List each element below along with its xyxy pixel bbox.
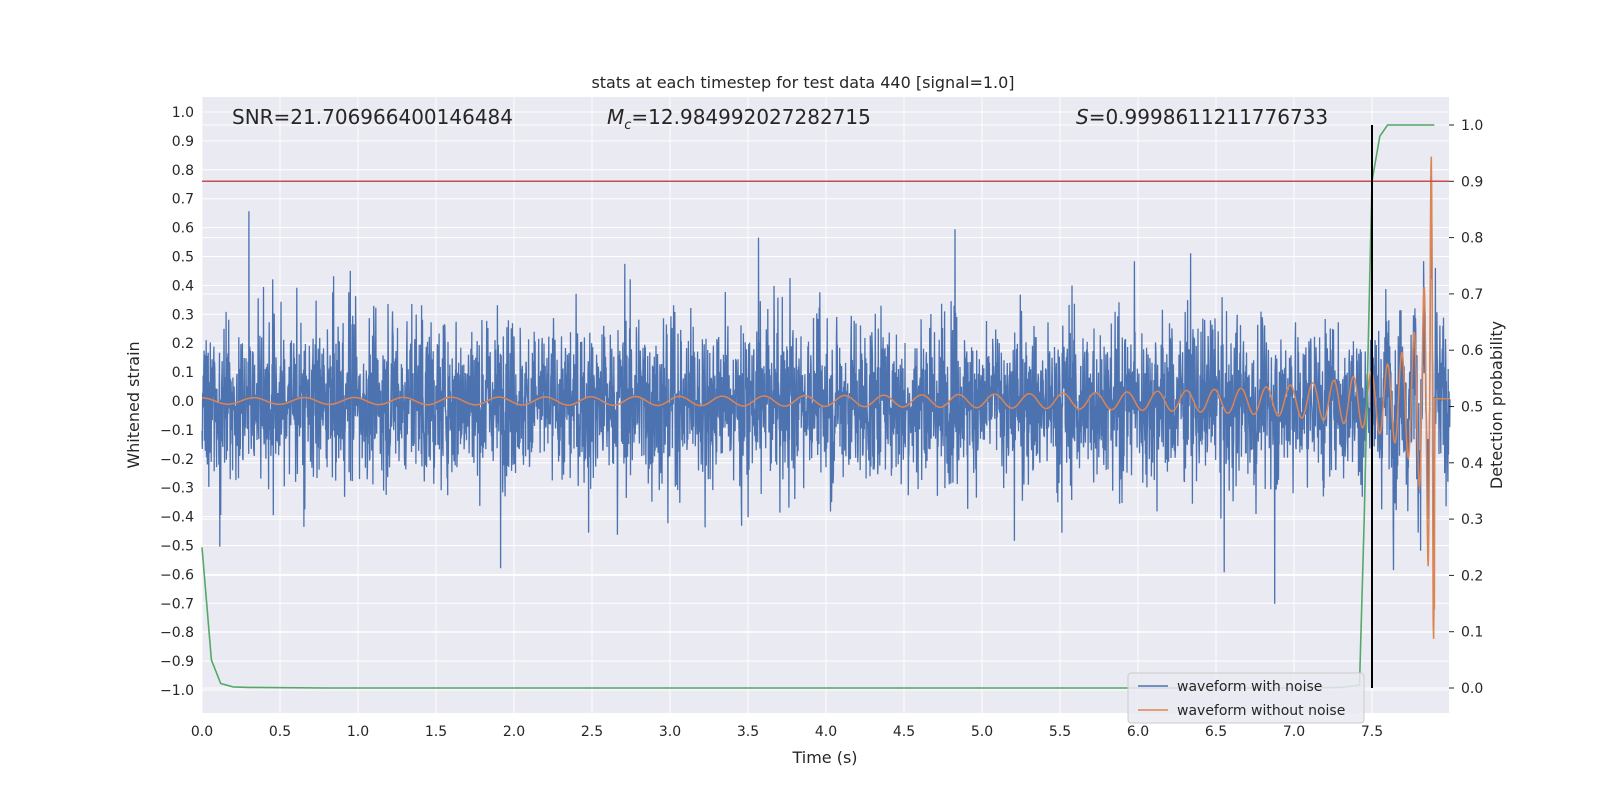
s-value: =0.9998611211776733 [1089, 105, 1328, 129]
y2-tick-label: 0.4 [1461, 456, 1483, 472]
y-tick-label: −0.9 [160, 654, 194, 670]
mc-symbol: M [607, 105, 624, 129]
y-tick-label: 0.9 [172, 134, 194, 150]
s-annotation: S=0.9998611211776733 [1076, 105, 1328, 129]
y-axis-ticks: 1.0 0.9 0.8 0.7 0.6 0.5 0.4 0.3 0.2 0.1 0.0 −0.1 −0.… [160, 105, 194, 699]
legend-box [1127, 672, 1365, 724]
legend-label-noise: waveform with noise [1177, 679, 1322, 695]
y-tick-label: −1.0 [160, 683, 194, 699]
x-tick-label: 7.0 [1283, 724, 1305, 740]
x-tick-label: 0.0 [191, 724, 213, 740]
legend-label-clean: waveform without noise [1177, 703, 1345, 719]
x-tick-label: 3.0 [659, 724, 681, 740]
x-tick-label: 6.5 [1205, 724, 1227, 740]
x-tick-label: 7.5 [1361, 724, 1383, 740]
noise-trace [201, 175, 1451, 604]
y2-tick-label: 0.1 [1461, 625, 1483, 641]
y-tick-label: −0.2 [160, 452, 194, 468]
y-tick-label: 0.2 [172, 336, 194, 352]
waveform-without-noise-line [202, 156, 1450, 639]
y2-axis-label: Detection probability [1487, 321, 1506, 489]
y2-tick-label: 0.6 [1461, 343, 1483, 359]
x-tick-label: 0.5 [269, 724, 291, 740]
y-tick-label: 0.4 [172, 278, 194, 294]
y-tick-label: −0.5 [160, 539, 194, 555]
y-tick-label: 1.0 [172, 105, 194, 121]
legend: waveform with noise waveform without noi… [1127, 672, 1365, 724]
s-symbol: S [1076, 105, 1089, 129]
y2-axis-ticks: 1.0 0.9 0.8 0.7 0.6 0.5 0.4 0.3 0.2 0.1 0.0 [1449, 118, 1483, 697]
x-axis-ticks: 0.0 0.5 1.0 1.5 2.0 2.5 3.0 3.5 4.0 4.5 5.0 5.5 6.0 6… [191, 724, 1383, 740]
x-tick-label: 5.5 [1049, 724, 1071, 740]
y-tick-label: 0.6 [172, 221, 194, 237]
y-tick-label: −0.1 [160, 423, 194, 439]
x-tick-label: 1.0 [347, 724, 369, 740]
chirp-trace [202, 156, 1450, 639]
y-tick-label: −0.4 [160, 510, 194, 526]
x-tick-label: 4.5 [893, 724, 915, 740]
y2-tick-label: 1.0 [1461, 118, 1483, 134]
y2-tick-label: 0.9 [1461, 174, 1483, 190]
y2-tick-label: 0.5 [1461, 400, 1483, 416]
y-axis-label: Whitened strain [124, 341, 143, 468]
y2-tick-label: 0.7 [1461, 287, 1483, 303]
y-tick-label: −0.3 [160, 481, 194, 497]
mc-subscript: c [624, 118, 631, 133]
x-tick-label: 3.5 [737, 724, 759, 740]
y-tick-label: 0.8 [172, 163, 194, 179]
x-tick-label: 4.0 [815, 724, 837, 740]
y-tick-label: 0.1 [172, 365, 194, 381]
y-tick-label: 0.7 [172, 192, 194, 208]
x-tick-label: 1.5 [425, 724, 447, 740]
mc-value: =12.984992027282715 [631, 105, 870, 129]
snr-annotation: SNR=21.706966400146484 [232, 105, 513, 129]
chart-title: stats at each timestep for test data 440… [591, 73, 1014, 92]
y2-tick-label: 0.2 [1461, 568, 1483, 584]
mc-annotation: Mc=12.984992027282715 [607, 105, 871, 133]
y2-tick-label: 0.0 [1461, 681, 1483, 697]
x-axis-label: Time (s) [791, 748, 857, 767]
x-tick-label: 2.0 [503, 724, 525, 740]
y-tick-label: −0.8 [160, 625, 194, 641]
y-tick-label: −0.6 [160, 567, 194, 583]
waveform-with-noise-line [201, 175, 1451, 604]
y-tick-label: 0.5 [172, 250, 194, 266]
y-tick-label: −0.7 [160, 596, 194, 612]
x-tick-label: 5.0 [971, 724, 993, 740]
x-tick-label: 2.5 [581, 724, 603, 740]
y-tick-label: 0.3 [172, 307, 194, 323]
reference-lines [202, 125, 1449, 688]
y2-tick-label: 0.8 [1461, 231, 1483, 247]
x-tick-label: 6.0 [1127, 724, 1149, 740]
y-tick-label: 0.0 [172, 394, 194, 410]
y2-tick-label: 0.3 [1461, 512, 1483, 528]
